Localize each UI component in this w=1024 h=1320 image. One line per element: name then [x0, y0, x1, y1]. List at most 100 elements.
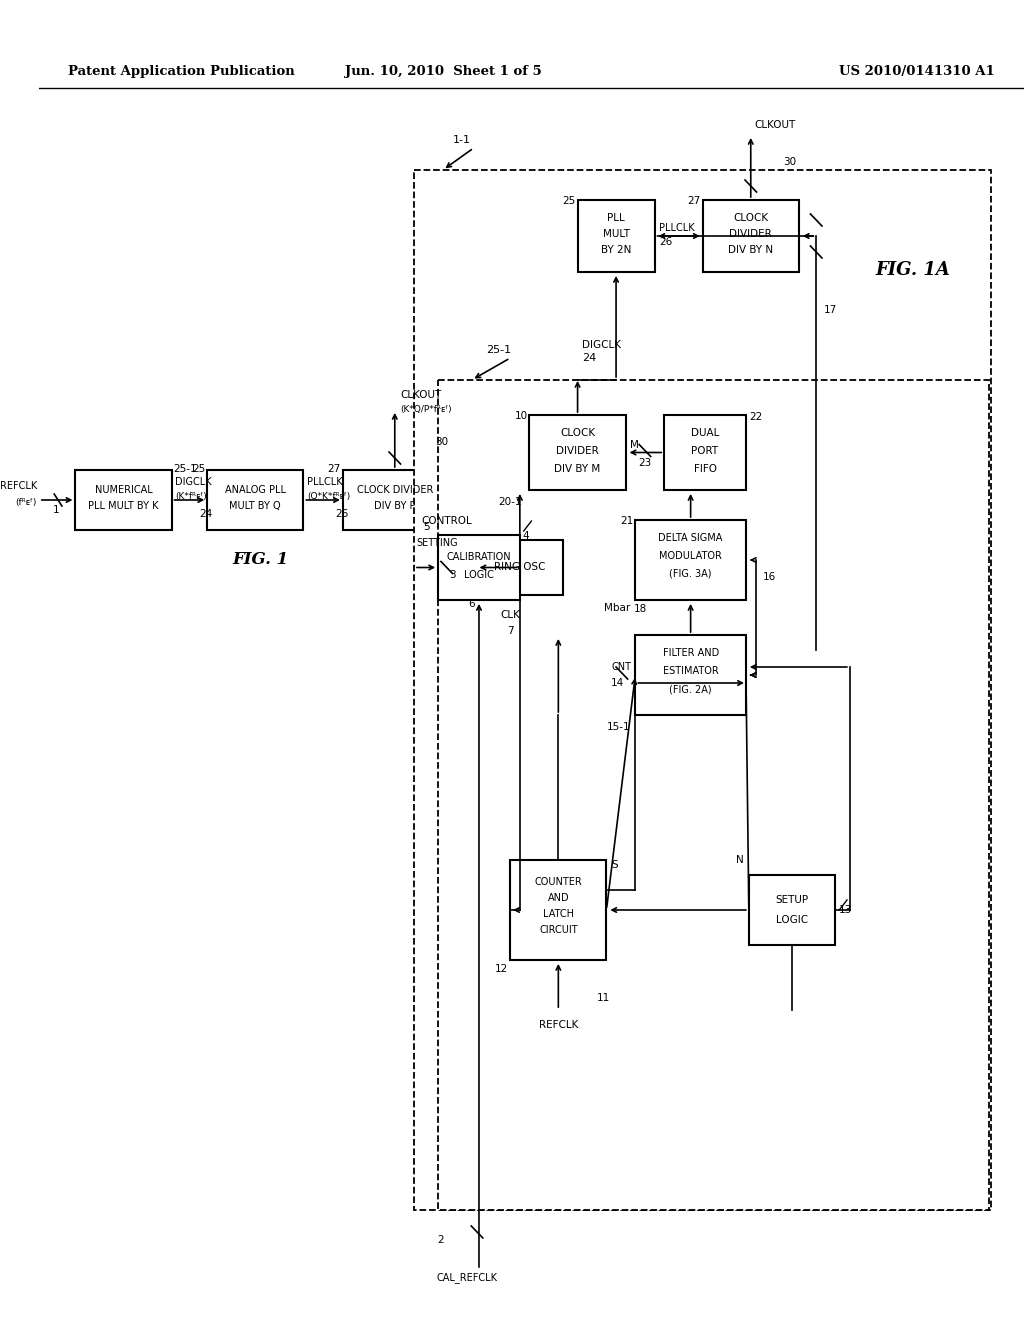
Bar [635, 635, 745, 715]
Text: CIRCUIT: CIRCUIT [539, 925, 578, 935]
Text: PLL MULT BY K: PLL MULT BY K [88, 502, 159, 511]
Text: PLL: PLL [607, 213, 625, 223]
Text: LATCH: LATCH [543, 909, 573, 919]
Text: 27: 27 [328, 465, 341, 474]
Text: CLOCK: CLOCK [560, 428, 595, 438]
Text: 5: 5 [423, 521, 430, 532]
Text: DUAL: DUAL [691, 428, 719, 438]
Text: CNT: CNT [611, 663, 631, 672]
Text: BY 2N: BY 2N [601, 246, 631, 255]
Bar [510, 861, 606, 960]
Text: 25-1: 25-1 [173, 465, 198, 474]
Text: FILTER AND: FILTER AND [663, 648, 719, 657]
Text: DIVIDER: DIVIDER [729, 228, 772, 239]
Text: (K*fᴿᴇᶠ): (K*fᴿᴇᶠ) [175, 491, 207, 500]
Text: 23: 23 [638, 458, 651, 467]
Text: DIV BY N: DIV BY N [728, 246, 773, 255]
Text: PORT: PORT [691, 446, 719, 455]
Text: CLOCK DIVIDER: CLOCK DIVIDER [356, 484, 433, 495]
Text: (FIG. 3A): (FIG. 3A) [670, 569, 712, 579]
Text: MULT: MULT [602, 228, 630, 239]
Text: AND: AND [548, 894, 569, 903]
Text: REFCLK: REFCLK [539, 1020, 578, 1030]
Text: 3: 3 [450, 570, 456, 581]
Bar [635, 520, 745, 601]
Text: DIGCLK: DIGCLK [583, 341, 622, 350]
Text: 1: 1 [53, 506, 59, 515]
Bar [578, 201, 654, 272]
Text: (FIG. 2A): (FIG. 2A) [670, 684, 712, 694]
Text: REFCLK: REFCLK [0, 480, 37, 491]
Text: DIV BY P: DIV BY P [374, 502, 416, 511]
Text: LOGIC: LOGIC [464, 570, 494, 579]
Text: 4: 4 [522, 531, 529, 541]
Text: CLOCK: CLOCK [733, 213, 768, 223]
Text: SETUP: SETUP [775, 895, 809, 906]
Text: CONTROL: CONTROL [421, 516, 472, 525]
Text: S: S [611, 861, 617, 870]
Text: 26: 26 [335, 510, 348, 519]
Text: 20-1: 20-1 [499, 498, 522, 507]
Text: 24: 24 [583, 352, 597, 363]
Text: 17: 17 [824, 305, 838, 315]
Text: CLK: CLK [501, 610, 520, 620]
Text: CAL_REFCLK: CAL_REFCLK [437, 1272, 498, 1283]
Text: (K*Q/P*fᴿᴇᶠ): (K*Q/P*fᴿᴇᶠ) [400, 405, 453, 414]
Text: ESTIMATOR: ESTIMATOR [663, 667, 719, 676]
Text: DIVIDER: DIVIDER [556, 446, 599, 455]
Bar [207, 470, 303, 531]
Text: 13: 13 [839, 906, 852, 915]
Text: 12: 12 [495, 964, 508, 974]
Text: 1-1: 1-1 [453, 135, 470, 145]
Text: Patent Application Publication: Patent Application Publication [68, 66, 295, 78]
Text: 11: 11 [597, 993, 610, 1003]
Bar [343, 470, 446, 531]
Text: CLKOUT: CLKOUT [755, 120, 796, 129]
Text: CLKOUT: CLKOUT [400, 389, 441, 400]
Text: 25: 25 [562, 195, 575, 206]
Text: DIGCLK: DIGCLK [175, 477, 212, 487]
Text: MODULATOR: MODULATOR [659, 550, 722, 561]
Text: LOGIC: LOGIC [776, 915, 808, 925]
Text: 16: 16 [763, 572, 776, 582]
Bar [702, 201, 799, 272]
Text: NUMERICAL: NUMERICAL [94, 484, 153, 495]
Text: N: N [736, 855, 744, 865]
Text: FIFO: FIFO [693, 465, 717, 474]
Text: 7: 7 [507, 626, 514, 636]
Bar [438, 380, 989, 1210]
Text: 26: 26 [659, 238, 673, 247]
Text: MULT BY Q: MULT BY Q [229, 502, 281, 511]
Text: SETTING: SETTING [416, 537, 458, 548]
Bar [665, 414, 745, 490]
Text: 24: 24 [200, 510, 213, 519]
Text: US 2010/0141310 A1: US 2010/0141310 A1 [840, 66, 995, 78]
Bar [476, 540, 563, 595]
Text: DELTA SIGMA: DELTA SIGMA [658, 533, 723, 543]
Text: 14: 14 [611, 678, 625, 688]
Text: 25-1: 25-1 [486, 345, 511, 355]
Bar [438, 535, 520, 601]
Text: CALIBRATION: CALIBRATION [446, 552, 511, 562]
Bar [414, 170, 991, 1210]
Text: PLLCLK: PLLCLK [307, 477, 343, 487]
Text: FIG. 1: FIG. 1 [232, 552, 288, 569]
Bar [76, 470, 172, 531]
Text: 25: 25 [191, 465, 205, 474]
Bar [749, 875, 836, 945]
Text: Jun. 10, 2010  Sheet 1 of 5: Jun. 10, 2010 Sheet 1 of 5 [344, 66, 542, 78]
Text: 22: 22 [749, 412, 762, 422]
Bar [529, 414, 626, 490]
Text: (fᴿᴇᶠ): (fᴿᴇᶠ) [15, 498, 37, 507]
Text: 27: 27 [687, 195, 700, 206]
Text: 18: 18 [634, 605, 646, 614]
Text: COUNTER: COUNTER [535, 876, 583, 887]
Text: Mbar: Mbar [604, 603, 631, 612]
Text: M: M [631, 440, 639, 450]
Text: 30: 30 [435, 437, 449, 447]
Text: PLLCLK: PLLCLK [659, 223, 695, 234]
Text: DIV BY M: DIV BY M [554, 465, 601, 474]
Text: 21: 21 [621, 516, 634, 525]
Text: (Q*K*fᴿᴇᶠ): (Q*K*fᴿᴇᶠ) [307, 491, 350, 500]
Text: 30: 30 [783, 157, 797, 168]
